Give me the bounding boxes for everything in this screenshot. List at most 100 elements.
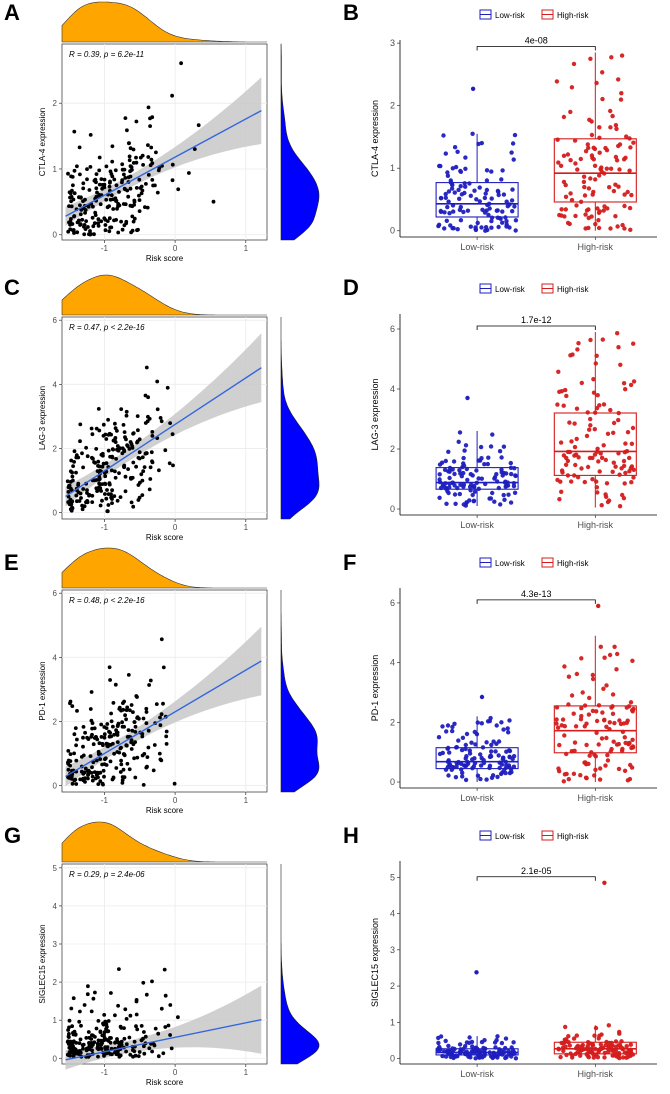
- jitter-point: [461, 463, 467, 468]
- scatter-point: [139, 1038, 144, 1043]
- jitter-point: [458, 184, 463, 189]
- scatter-point: [142, 465, 147, 469]
- scatter-point: [119, 762, 124, 767]
- jitter-point: [581, 179, 587, 185]
- scatter-point: [67, 1045, 72, 1050]
- scatter-point: [83, 730, 87, 735]
- jitter-point: [572, 138, 578, 143]
- y-axis-title: SIGLEC15 expression: [38, 924, 47, 1003]
- scatter-point: [113, 682, 118, 687]
- scatter-point: [132, 1049, 137, 1054]
- scatter-point: [134, 1012, 139, 1017]
- scatter-point: [129, 477, 133, 481]
- scatter-point: [94, 180, 98, 185]
- jitter-point: [579, 656, 584, 661]
- jitter-point: [598, 1046, 603, 1051]
- scatter-point: [104, 164, 109, 169]
- jitter-point: [578, 717, 584, 722]
- scatter-point: [140, 734, 145, 739]
- scatter-point: [101, 422, 106, 427]
- jitter-point: [500, 168, 505, 173]
- jitter-point: [474, 480, 479, 485]
- legend-label: Low-risk: [495, 832, 526, 841]
- jitter-point: [571, 61, 577, 67]
- y-tick-label: 3: [390, 38, 395, 48]
- scatter-point: [123, 1007, 128, 1012]
- scatter-point: [118, 495, 123, 499]
- jitter-point: [598, 766, 603, 771]
- jitter-point: [476, 486, 481, 491]
- jitter-point: [488, 754, 494, 759]
- jitter-point: [575, 1050, 580, 1055]
- jitter-point: [496, 224, 501, 230]
- jitter-point: [496, 753, 501, 758]
- scatter-point: [70, 1024, 74, 1029]
- jitter-point: [437, 477, 442, 482]
- jitter-point: [574, 1033, 579, 1038]
- scatter-point: [88, 229, 92, 233]
- jitter-point: [594, 485, 600, 490]
- jitter-point: [616, 77, 621, 82]
- scatter-point: [75, 164, 79, 169]
- right-density-area: [280, 864, 320, 1065]
- jitter-point: [561, 779, 566, 784]
- y-tick-label: 2: [390, 981, 395, 991]
- p-value-label: 2.1e-05: [521, 866, 552, 876]
- jitter-point: [606, 1023, 611, 1028]
- jitter-point: [511, 764, 517, 769]
- regression-line: [65, 1018, 262, 1061]
- scatter-point: [105, 488, 109, 492]
- jitter-point: [446, 189, 452, 194]
- jitter-point: [592, 1033, 597, 1038]
- scatter-point: [75, 230, 80, 235]
- boxplot-panel-h: Low-risk High-risk 0 1 2 3 4 5 Low-risk High-risk…: [370, 830, 657, 1079]
- jitter-point: [565, 152, 571, 157]
- jitter-point: [462, 448, 467, 453]
- jitter-point: [442, 226, 447, 231]
- y-axis-title: LAG-3 expression: [370, 378, 380, 450]
- jitter-point: [599, 165, 604, 170]
- jitter-point: [604, 481, 610, 486]
- jitter-point: [571, 1036, 577, 1041]
- scatter-point: [117, 1054, 122, 1059]
- scatter-point: [170, 432, 175, 437]
- scatter-point: [169, 1046, 174, 1051]
- jitter-point: [567, 1043, 572, 1048]
- jitter-point: [460, 770, 465, 775]
- jitter-point: [499, 1040, 505, 1046]
- scatter-point: [150, 459, 154, 464]
- jitter-point: [470, 131, 475, 136]
- jitter-point: [593, 221, 598, 227]
- scatter-point: [99, 452, 104, 457]
- scatter-point: [78, 172, 82, 177]
- scatter-point: [106, 448, 111, 453]
- jitter-point: [449, 186, 455, 191]
- jitter-point: [464, 1040, 470, 1045]
- jitter-point: [617, 1055, 622, 1061]
- scatter-point: [136, 428, 140, 433]
- y-axis-title: PD-1 expression: [370, 655, 380, 722]
- scatter-point: [103, 481, 107, 486]
- scatter-point: [156, 1031, 161, 1036]
- jitter-point: [495, 774, 500, 780]
- x-axis-title: Risk score: [146, 1078, 184, 1087]
- scatter-point: [72, 191, 77, 196]
- scatter-point: [114, 183, 119, 188]
- scatter-point: [196, 123, 201, 128]
- scatter-point: [116, 1003, 120, 1008]
- scatter-point: [86, 984, 90, 989]
- jitter-point: [480, 207, 485, 212]
- jitter-point: [575, 167, 580, 172]
- scatter-point: [135, 440, 139, 445]
- jitter-point: [488, 444, 494, 449]
- scatter-point: [144, 365, 149, 370]
- jitter-point: [558, 163, 564, 168]
- scatter-point: [70, 474, 75, 479]
- jitter-point: [579, 380, 584, 386]
- jitter-point: [503, 1055, 508, 1061]
- scatter-point: [154, 702, 159, 706]
- scatter-point: [128, 440, 133, 444]
- jitter-point: [589, 132, 595, 138]
- y-tick-label: 4: [53, 380, 58, 389]
